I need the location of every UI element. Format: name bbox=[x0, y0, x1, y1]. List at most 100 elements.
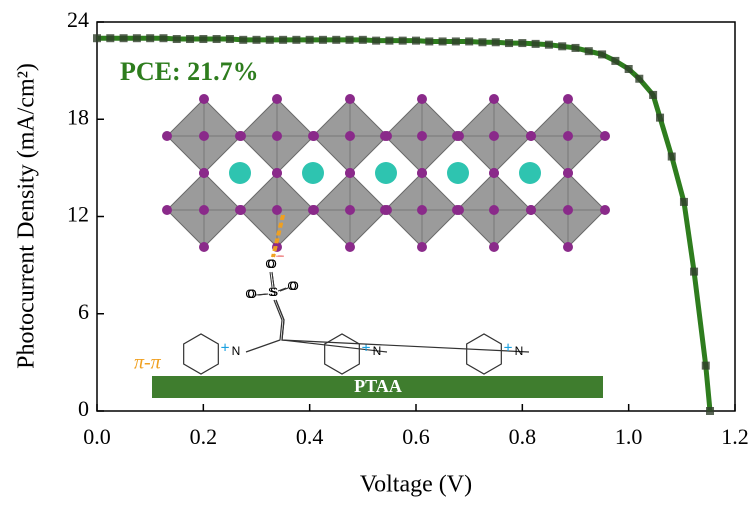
halide-atom bbox=[272, 205, 282, 215]
interaction bbox=[271, 214, 283, 258]
bond bbox=[271, 271, 275, 288]
halide-atom bbox=[380, 131, 390, 141]
halide-atom bbox=[345, 242, 355, 252]
atom-label: O bbox=[245, 287, 254, 301]
data-point bbox=[119, 34, 128, 43]
atom-label: O bbox=[267, 257, 276, 271]
pce-label: PCE: 21.7% bbox=[120, 57, 259, 86]
data-point bbox=[305, 35, 314, 44]
x-axis-label: Voltage (V) bbox=[360, 472, 472, 498]
data-point bbox=[106, 34, 115, 43]
halide-atom bbox=[235, 205, 245, 215]
data-point bbox=[584, 47, 593, 56]
halide-atom bbox=[235, 131, 245, 141]
data-point bbox=[531, 39, 540, 48]
halide-atom bbox=[563, 131, 573, 141]
data-point bbox=[624, 65, 633, 74]
halide-atom bbox=[452, 131, 462, 141]
data-point bbox=[132, 34, 141, 43]
cation-atom bbox=[375, 162, 397, 184]
halide-atom bbox=[199, 242, 209, 252]
inset-illustration: O−O S ON+O−O S ON+O−O S ON+ bbox=[162, 94, 610, 375]
halide-atom bbox=[489, 242, 499, 252]
data-point bbox=[385, 36, 394, 45]
data-point bbox=[649, 90, 658, 99]
atom-label: N bbox=[515, 344, 524, 358]
data-point bbox=[465, 37, 474, 46]
data-point bbox=[225, 35, 234, 44]
cation-atom bbox=[229, 162, 251, 184]
halide-atom bbox=[345, 131, 355, 141]
halide-atom bbox=[489, 94, 499, 104]
halide-atom bbox=[489, 168, 499, 178]
ptaa-label: PTAA bbox=[354, 376, 402, 396]
anion-sign: − bbox=[278, 249, 285, 263]
data-point bbox=[372, 36, 381, 45]
halide-atom bbox=[199, 131, 209, 141]
atom-label: S bbox=[268, 285, 276, 299]
data-point bbox=[199, 35, 208, 44]
halide-atom bbox=[417, 205, 427, 215]
halide-atom bbox=[563, 94, 573, 104]
data-point bbox=[491, 38, 500, 47]
bond bbox=[257, 293, 269, 296]
cation-atom bbox=[447, 162, 469, 184]
data-point bbox=[93, 34, 101, 43]
bond bbox=[277, 287, 287, 292]
data-point bbox=[701, 361, 710, 370]
data-point bbox=[159, 34, 168, 43]
data-point bbox=[558, 42, 567, 51]
atom-label: N bbox=[373, 344, 382, 358]
halide-atom bbox=[526, 131, 536, 141]
y-tick-label: 0 bbox=[78, 396, 89, 421]
data-point bbox=[505, 39, 514, 48]
data-point bbox=[544, 40, 553, 49]
halide-atom bbox=[199, 168, 209, 178]
cation-sign: + bbox=[220, 340, 229, 357]
cation-sign: + bbox=[503, 340, 512, 357]
data-point bbox=[318, 35, 327, 44]
halide-atom bbox=[272, 168, 282, 178]
halide-atom bbox=[417, 242, 427, 252]
atom-label: S bbox=[270, 285, 278, 299]
halide-atom bbox=[489, 131, 499, 141]
cation-atom bbox=[302, 162, 324, 184]
pyridine-ring bbox=[183, 333, 219, 375]
y-tick-label: 24 bbox=[67, 7, 89, 32]
halide-atom bbox=[345, 94, 355, 104]
atom-label: N bbox=[232, 344, 241, 358]
chain bbox=[275, 299, 530, 353]
halide-atom bbox=[489, 205, 499, 215]
y-tick-label: 18 bbox=[67, 104, 89, 129]
data-point bbox=[412, 36, 420, 45]
x-tick-label: 0.0 bbox=[83, 424, 111, 449]
halide-atom bbox=[308, 131, 318, 141]
atom-label: O bbox=[267, 257, 276, 271]
data-point bbox=[611, 56, 620, 65]
pyridine-ring bbox=[466, 333, 502, 375]
data-point bbox=[358, 35, 367, 44]
halide-atom bbox=[345, 205, 355, 215]
halide-atom bbox=[308, 205, 318, 215]
atom-label: O bbox=[247, 287, 256, 301]
x-tick-label: 0.4 bbox=[296, 424, 324, 449]
bond bbox=[269, 271, 273, 288]
halide-atom bbox=[600, 205, 610, 215]
halide-atom bbox=[272, 131, 282, 141]
data-point bbox=[518, 39, 527, 48]
data-point bbox=[706, 407, 715, 415]
halide-atom bbox=[417, 168, 427, 178]
data-point bbox=[667, 152, 676, 161]
halide-atom bbox=[563, 168, 573, 178]
halide-atom bbox=[417, 131, 427, 141]
data-point bbox=[451, 37, 460, 46]
halide-atom bbox=[417, 94, 427, 104]
x-tick-label: 0.6 bbox=[402, 424, 430, 449]
ptaa-layer bbox=[152, 376, 603, 398]
data-point bbox=[186, 35, 195, 44]
pyridine-ring bbox=[324, 333, 360, 375]
atom-label: S bbox=[270, 285, 278, 299]
data-point bbox=[265, 35, 274, 44]
atom-label: O bbox=[265, 257, 274, 271]
